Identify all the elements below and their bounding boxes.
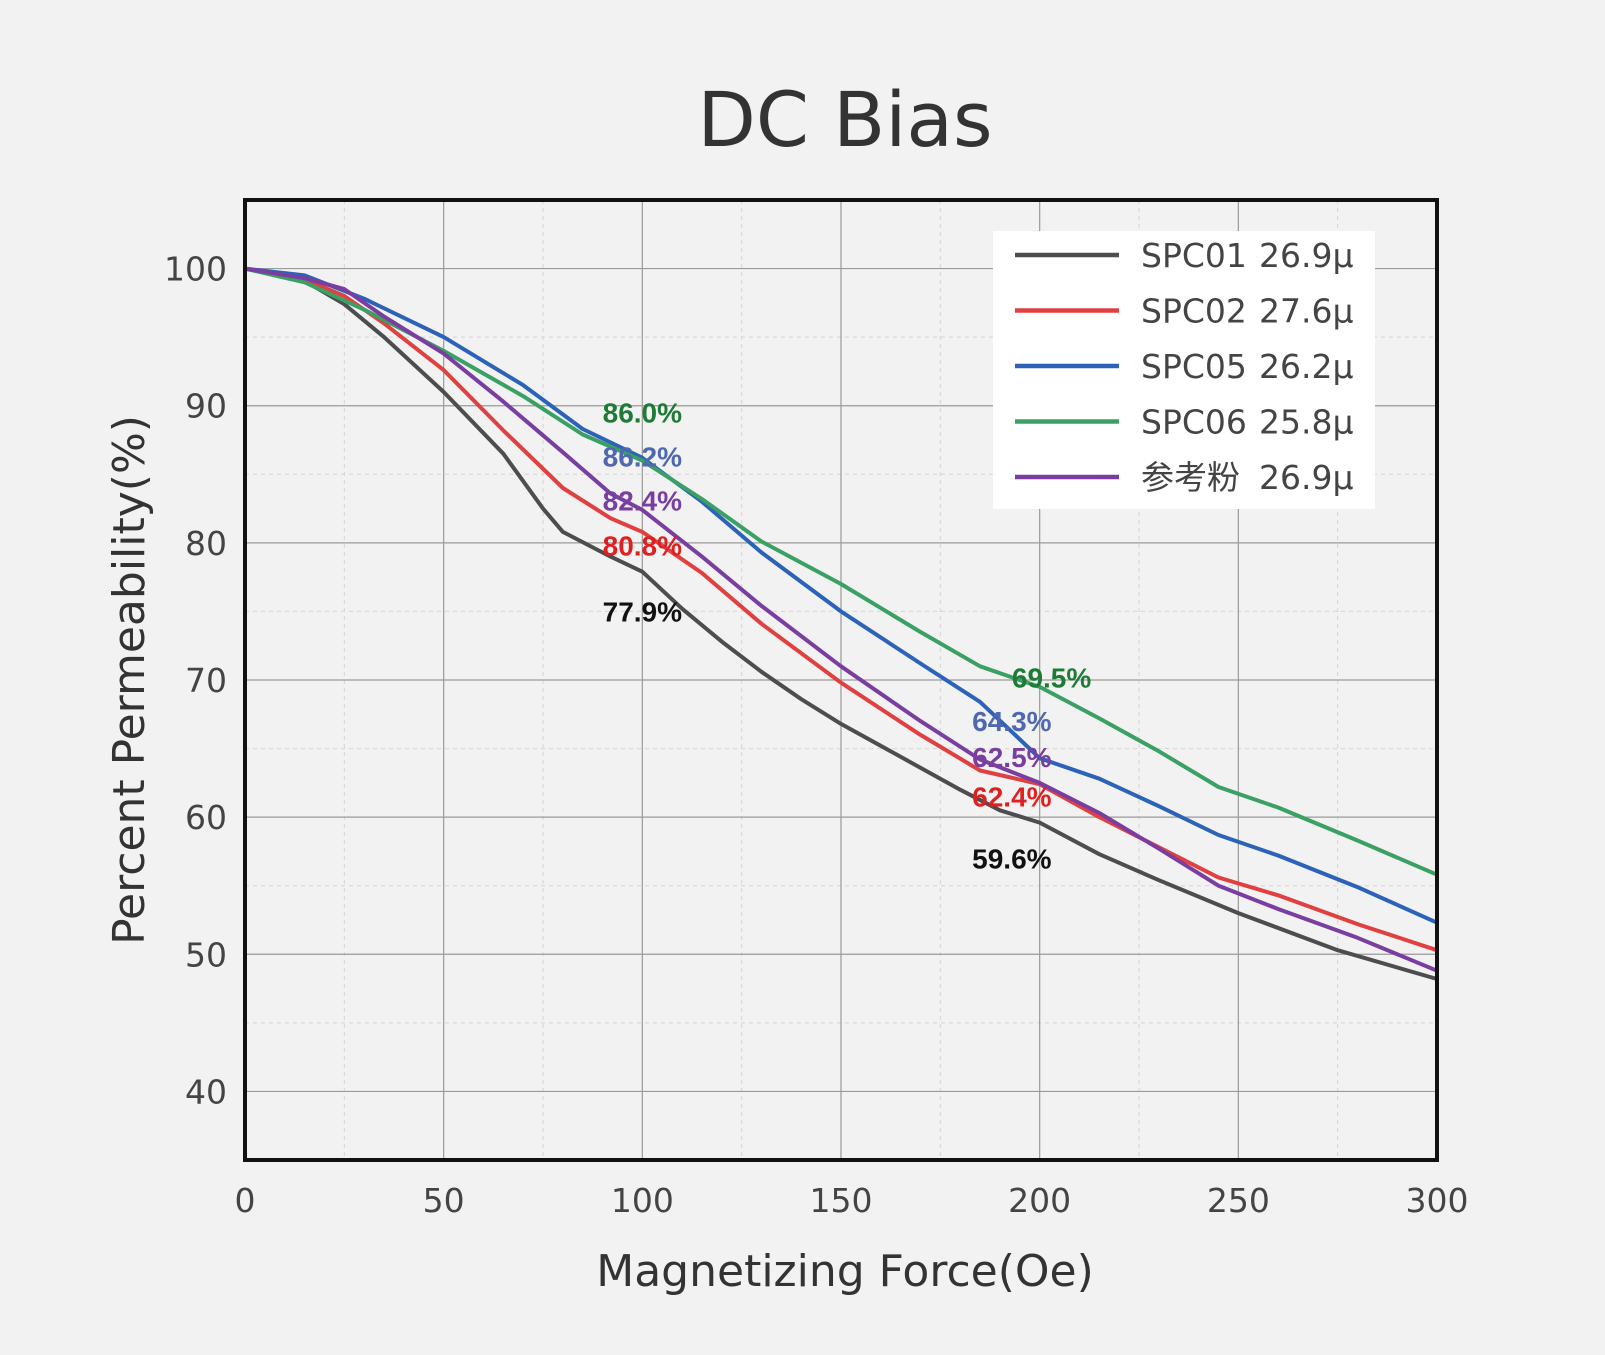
data-label: 82.4% (603, 485, 682, 516)
y-tick-label: 90 (185, 387, 227, 426)
y-tick-label: 70 (185, 661, 227, 700)
legend-series-name: 参考粉 (1141, 458, 1240, 497)
y-axis-title: Percent Permeability(%) (104, 415, 155, 945)
chart-title: DC Bias (697, 75, 992, 164)
series-line-2 (243, 266, 1439, 953)
series-line-4 (243, 266, 1439, 877)
series-line-5 (243, 266, 1439, 973)
legend-series-mu: 25.8μ (1259, 403, 1353, 442)
x-tick-label: 200 (1008, 1181, 1071, 1220)
legend-series-name: SPC02 (1141, 292, 1247, 331)
y-tick-label: 60 (185, 798, 227, 837)
x-tick-label: 0 (235, 1181, 256, 1220)
y-tick-label: 100 (164, 250, 227, 289)
x-tick-label: 300 (1406, 1181, 1469, 1220)
x-axis-title: Magnetizing Force(Oe) (596, 1246, 1094, 1297)
legend-series-name: SPC01 (1141, 236, 1247, 275)
data-label: 62.5% (972, 742, 1051, 773)
legend: SPC01 26.9μ SPC02 27.6μ SPC05 26.2μ SPC06 25.8μ… (993, 231, 1375, 509)
legend-box (993, 231, 1375, 509)
x-tick-label: 150 (810, 1181, 873, 1220)
y-tick-label: 80 (185, 524, 227, 563)
x-tick-label: 250 (1207, 1181, 1270, 1220)
data-label: 69.5% (1012, 662, 1091, 693)
legend-series-mu: 26.9μ (1259, 458, 1353, 497)
legend-series-mu: 27.6μ (1259, 292, 1353, 331)
y-tick-label: 40 (185, 1072, 227, 1111)
data-label: 59.6% (972, 843, 1051, 874)
legend-series-name: SPC05 (1141, 347, 1247, 386)
series-line-3 (243, 266, 1439, 925)
major-grid (245, 200, 1437, 1160)
x-tick-label: 50 (423, 1181, 465, 1220)
annotations: 86.0% 86.2% 82.4% 80.8% 77.9% 69.5% 64.3% 62.5%… (603, 398, 1092, 875)
y-tick-label: 50 (185, 935, 227, 974)
series-line-1 (243, 266, 1439, 981)
x-axis-ticks: 0 50 100 150 200 250 300 (235, 1181, 1469, 1220)
x-tick-label: 100 (611, 1181, 674, 1220)
data-label: 86.2% (603, 441, 682, 472)
data-label: 80.8% (603, 531, 682, 562)
legend-series-name: SPC06 (1141, 403, 1247, 442)
data-label: 86.0% (603, 398, 682, 429)
y-axis-ticks: 40 50 60 70 80 90 100 (164, 250, 227, 1112)
series-lines (243, 266, 1439, 981)
data-label: 77.9% (603, 596, 682, 627)
legend-series-mu: 26.2μ (1259, 347, 1353, 386)
legend-series-mu: 26.9μ (1259, 236, 1353, 275)
data-label: 62.4% (972, 782, 1051, 813)
plot-frame (243, 198, 1439, 1162)
data-label: 64.3% (972, 706, 1051, 737)
